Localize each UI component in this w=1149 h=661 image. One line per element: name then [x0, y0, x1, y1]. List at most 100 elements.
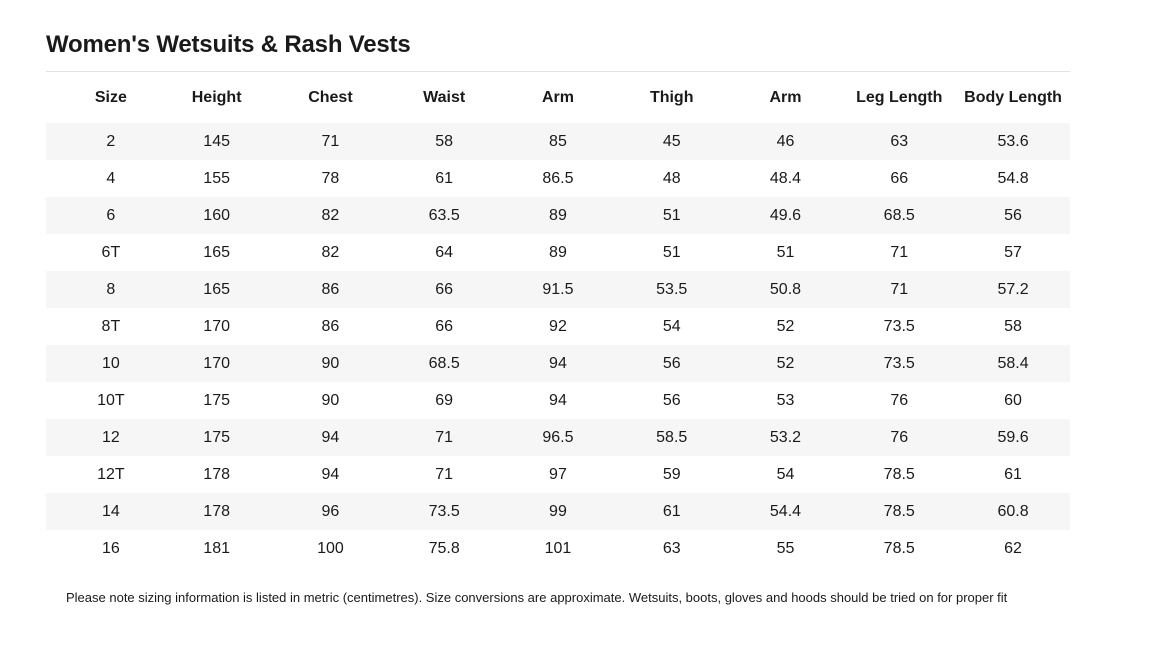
table-cell: 165 — [203, 243, 230, 261]
table-header-row: Size Height Chest Waist Arm Thigh Arm Leg Lengt… — [46, 72, 1070, 123]
table-cell: 96 — [321, 502, 340, 520]
table-cell: 86 — [321, 317, 340, 335]
table-row: 8T 170 86 66 92 54 52 73.5 58 — [46, 308, 1070, 345]
table-row: 6 160 82 63.5 89 51 49.6 68.5 56 — [46, 197, 1070, 234]
table-cell: 62 — [1004, 539, 1022, 557]
table-cell: 89 — [549, 243, 567, 261]
table-cell: 66 — [435, 317, 454, 335]
table-cell: 49.6 — [769, 206, 802, 224]
table-cell: 58 — [1004, 317, 1022, 335]
table-cell: 54 — [776, 465, 795, 483]
table-cell: 14 — [101, 502, 120, 520]
table-cell: 73.5 — [428, 502, 460, 520]
table-cell: 48 — [662, 169, 681, 187]
table-cell: 46 — [776, 132, 795, 150]
page-title: Women's Wetsuits & Rash Vests — [46, 31, 411, 58]
table-cell: 12 — [101, 428, 120, 446]
column-header: Body Length — [964, 88, 1062, 106]
table-cell: 86.5 — [542, 169, 574, 187]
table-cell: 63 — [662, 539, 681, 557]
table-cell: 100 — [317, 539, 344, 557]
table-cell: 78.5 — [883, 502, 915, 520]
table-cell: 16 — [101, 539, 120, 557]
table-cell: 48.4 — [769, 169, 802, 187]
table-cell: 90 — [321, 391, 340, 409]
table-cell: 56 — [662, 391, 681, 409]
table-cell: 53.2 — [769, 428, 802, 446]
table-cell: 82 — [321, 206, 340, 224]
table-cell: 10 — [101, 354, 120, 372]
table-cell: 61 — [1004, 465, 1022, 483]
table-cell: 57.2 — [997, 280, 1029, 298]
table-cell: 56 — [1004, 206, 1022, 224]
table-cell: 57 — [1004, 243, 1022, 261]
table-cell: 73.5 — [883, 354, 915, 372]
table-cell: 51 — [662, 243, 681, 261]
table-cell: 170 — [203, 354, 230, 372]
table-cell: 175 — [203, 428, 230, 446]
table-cell: 145 — [203, 132, 230, 150]
table-cell: 94 — [549, 354, 567, 372]
column-header: Leg Length — [856, 88, 943, 106]
table-cell: 8 — [106, 280, 116, 298]
table-cell: 52 — [776, 317, 795, 335]
table-cell: 52 — [776, 354, 795, 372]
table-cell: 78.5 — [883, 539, 915, 557]
sizing-note: Please note sizing information is listed… — [66, 590, 1008, 605]
table-cell: 6 — [106, 206, 116, 224]
table-cell: 71 — [435, 428, 454, 446]
table-cell: 96.5 — [542, 428, 574, 446]
table-cell: 178 — [203, 502, 230, 520]
table-cell: 58 — [435, 132, 454, 150]
column-header: Arm — [541, 88, 574, 106]
table-cell: 66 — [890, 169, 909, 187]
table-cell: 53.5 — [656, 280, 688, 298]
table-cell: 6T — [101, 243, 121, 261]
table-cell: 64 — [435, 243, 454, 261]
table-cell: 63 — [890, 132, 909, 150]
table-cell: 101 — [544, 539, 572, 557]
table-cell: 2 — [106, 132, 116, 150]
table-cell: 75.8 — [428, 539, 460, 557]
table-cell: 89 — [549, 206, 567, 224]
divider — [46, 71, 1070, 72]
table-cell: 94 — [321, 428, 340, 446]
table-cell: 10T — [97, 391, 125, 409]
column-header: Chest — [308, 88, 353, 106]
table-cell: 58.4 — [997, 354, 1029, 372]
table-cell: 178 — [203, 465, 230, 483]
table-cell: 71 — [435, 465, 454, 483]
table-cell: 82 — [321, 243, 340, 261]
table-cell: 76 — [890, 391, 909, 409]
table-cell: 78 — [321, 169, 340, 187]
table-cell: 170 — [203, 317, 230, 335]
table-cell: 71 — [890, 280, 909, 298]
table-cell: 76 — [890, 428, 909, 446]
table-row: 16 181 100 75.8 101 63 55 78.5 62 — [46, 530, 1070, 567]
table-cell: 51 — [776, 243, 795, 261]
table-cell: 60.8 — [997, 502, 1029, 520]
table-cell: 59.6 — [997, 428, 1029, 446]
table-cell: 165 — [203, 280, 230, 298]
table-cell: 56 — [662, 354, 681, 372]
table-cell: 86 — [321, 280, 340, 298]
table-cell: 175 — [203, 391, 230, 409]
column-header: Thigh — [649, 88, 694, 106]
table-cell: 78.5 — [883, 465, 915, 483]
table-cell: 54.4 — [769, 502, 802, 520]
table-row: 4 155 78 61 86.5 48 48.4 66 54.8 — [46, 160, 1070, 197]
table-row: 12T 178 94 71 97 59 54 78.5 61 — [46, 456, 1070, 493]
table-cell: 155 — [203, 169, 230, 187]
table-row: 12 175 94 71 96.5 58.5 53.2 76 59.6 — [46, 419, 1070, 456]
table-cell: 94 — [549, 391, 567, 409]
table-cell: 53 — [776, 391, 795, 409]
column-header: Size — [94, 88, 127, 106]
column-header: Waist — [423, 88, 466, 106]
table-cell: 181 — [203, 539, 230, 557]
table-row: 10 170 90 68.5 94 56 52 73.5 58.4 — [46, 345, 1070, 382]
table-row: 10T 175 90 69 94 56 53 76 60 — [46, 382, 1070, 419]
table-cell: 160 — [203, 206, 230, 224]
table-cell: 8T — [101, 317, 121, 335]
table-cell: 12T — [97, 465, 125, 483]
table-cell: 68.5 — [883, 206, 915, 224]
